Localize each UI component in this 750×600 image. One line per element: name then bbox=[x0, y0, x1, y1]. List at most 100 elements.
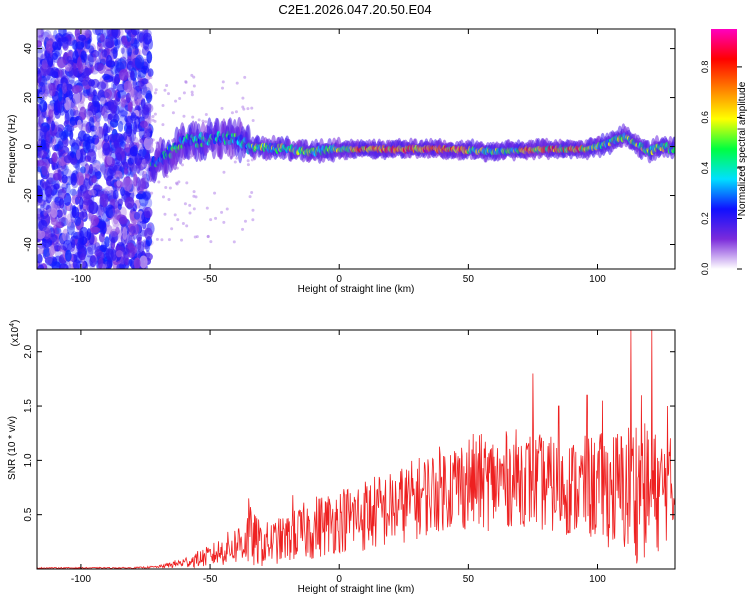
spectrogram-noise-blob bbox=[129, 70, 135, 81]
spectrogram-noise-blob bbox=[39, 204, 45, 218]
colorbar-tick-label: 0.4 bbox=[700, 162, 710, 175]
spectrogram-speck bbox=[214, 216, 218, 220]
spectrogram-noise-blob bbox=[81, 209, 88, 218]
spectrogram-noise-blob bbox=[90, 65, 99, 75]
spectrogram-noise-blob bbox=[105, 248, 114, 261]
spectrogram-noise-blob bbox=[64, 35, 72, 42]
spectrogram-noise-blob bbox=[37, 210, 41, 219]
spectrogram-speck bbox=[181, 221, 185, 225]
spectrogram-noise-blob bbox=[117, 203, 122, 211]
spectrogram-noise-blob bbox=[148, 38, 153, 50]
spectrogram-noise-blob bbox=[96, 81, 107, 90]
spectrogram-noise-blob bbox=[102, 142, 111, 156]
spectrogram-noise-blob bbox=[101, 49, 108, 58]
spectrogram-noise-blob bbox=[79, 106, 87, 121]
spectrogram-noise-blob bbox=[81, 89, 91, 97]
spectrogram-noise-blob bbox=[88, 45, 95, 54]
colorbar-gradient bbox=[711, 29, 737, 269]
spectrogram-noise-blob bbox=[76, 223, 81, 236]
spectrogram-noise-blob bbox=[69, 188, 77, 196]
spectrogram-noise-blob bbox=[139, 177, 147, 189]
spectrogram-speck bbox=[235, 81, 239, 85]
spectrogram-noise-blob bbox=[128, 129, 137, 143]
spectrogram-noise-blob bbox=[116, 263, 125, 269]
spectrogram-speck bbox=[183, 202, 187, 206]
spectrogram-noise-blob bbox=[119, 215, 128, 227]
snr-x-tick-label: -100 bbox=[71, 574, 91, 585]
spectrogram-speck bbox=[206, 234, 210, 238]
spectrogram-noise-blob bbox=[57, 37, 62, 51]
spectrogram-speck bbox=[220, 106, 224, 110]
spectrogram-noise-blob bbox=[97, 144, 104, 159]
spectrogram-noise-blob bbox=[107, 113, 113, 120]
spectrogram-speck bbox=[174, 99, 178, 103]
spectrogram-speck bbox=[250, 158, 254, 162]
spectrogram-noise-blob bbox=[116, 180, 121, 187]
spectrogram-noise-blob bbox=[105, 37, 115, 49]
spectrogram-noise-blob bbox=[107, 29, 117, 36]
spectrogram-noise-blob bbox=[128, 258, 133, 267]
spectrogram-speck bbox=[176, 218, 180, 222]
spectrogram-noise-blob bbox=[62, 29, 68, 38]
spectrogram-noise-blob bbox=[133, 173, 138, 187]
spectrogram-noise-blob bbox=[80, 123, 88, 133]
spectrogram-noise-blob bbox=[43, 247, 51, 258]
spectrogram-noise-blob bbox=[102, 105, 110, 119]
spectrogram-noise-blob bbox=[129, 247, 136, 254]
spectrogram-noise-blob bbox=[91, 130, 98, 138]
spectrogram-noise-blob bbox=[108, 232, 116, 245]
spectrogram-noise-blob bbox=[56, 209, 63, 218]
spectrogram-noise-blob bbox=[144, 197, 153, 209]
spectrogram-noise-blob bbox=[37, 188, 44, 200]
spectrogram-noise-blob bbox=[141, 177, 149, 185]
spectrogram-noise-blob bbox=[89, 47, 97, 58]
spectrogram-noise-blob bbox=[71, 239, 76, 249]
spectrogram-noise-blob bbox=[120, 97, 126, 108]
spectrogram-noise-blob bbox=[112, 223, 122, 232]
spectrogram-noise-blob bbox=[45, 40, 54, 54]
spectrogram-noise-blob bbox=[137, 90, 146, 100]
spectrogram-speck bbox=[204, 113, 208, 117]
spectrogram-noise-blob bbox=[37, 195, 43, 204]
spectrogram-speck bbox=[220, 210, 224, 214]
spectrogram-speck bbox=[191, 115, 195, 119]
spectrogram-noise-blob bbox=[145, 90, 153, 104]
spectrogram-noise-blob bbox=[45, 239, 53, 247]
spectrogram-y-tick-label: 0 bbox=[23, 143, 34, 149]
spectrogram-speck bbox=[204, 120, 208, 124]
spectrogram-speck bbox=[150, 191, 154, 195]
spectrogram-speck bbox=[246, 159, 250, 163]
spectrogram-noise-blob bbox=[138, 149, 144, 161]
spectrogram-noise-blob bbox=[144, 126, 153, 133]
spectrogram-x-ticks: -100 -50 0 50 100 bbox=[71, 29, 606, 285]
spectrogram-noise-blob bbox=[37, 40, 43, 48]
spectrogram-noise-blob bbox=[60, 68, 67, 80]
spectrogram-noise-blob bbox=[122, 226, 128, 240]
spectrogram-noise-blob bbox=[52, 47, 63, 57]
spectrogram-noise-blob bbox=[144, 128, 153, 139]
spectrogram-noise-blob bbox=[44, 50, 51, 60]
spectrogram-noise-blob bbox=[87, 93, 94, 102]
spectrogram-noise-blob bbox=[130, 112, 137, 119]
spectrogram-speck bbox=[161, 195, 165, 199]
spectrogram-noise-blob bbox=[116, 58, 127, 72]
spectrogram-noise-blob bbox=[120, 47, 125, 54]
spectrogram-noise-blob bbox=[40, 63, 51, 76]
snr-y-ticks: 0.5 1.0 1.5 2.0 bbox=[23, 344, 675, 522]
spectrogram-noise-blob bbox=[104, 190, 111, 203]
spectrogram-noise-blob bbox=[75, 172, 84, 186]
spectrogram-speck bbox=[175, 182, 179, 186]
spectrogram-noise-blob bbox=[76, 251, 84, 258]
spectrogram-y-tick-label: 20 bbox=[23, 92, 34, 104]
spectrogram-noise-blob bbox=[105, 204, 116, 219]
spectrogram-noise-blob bbox=[61, 174, 68, 184]
spectrogram-noise-blob bbox=[100, 96, 106, 105]
spectrogram-noise-blob bbox=[109, 228, 119, 238]
spectrogram-noise-blob bbox=[133, 88, 139, 101]
spectrogram-noise-blob bbox=[133, 257, 141, 269]
spectrogram-noise-blob bbox=[48, 108, 54, 119]
spectrogram-noise-blob bbox=[62, 228, 69, 242]
spectrogram-speck bbox=[177, 180, 181, 184]
spectrogram-noise-blob bbox=[37, 179, 44, 193]
